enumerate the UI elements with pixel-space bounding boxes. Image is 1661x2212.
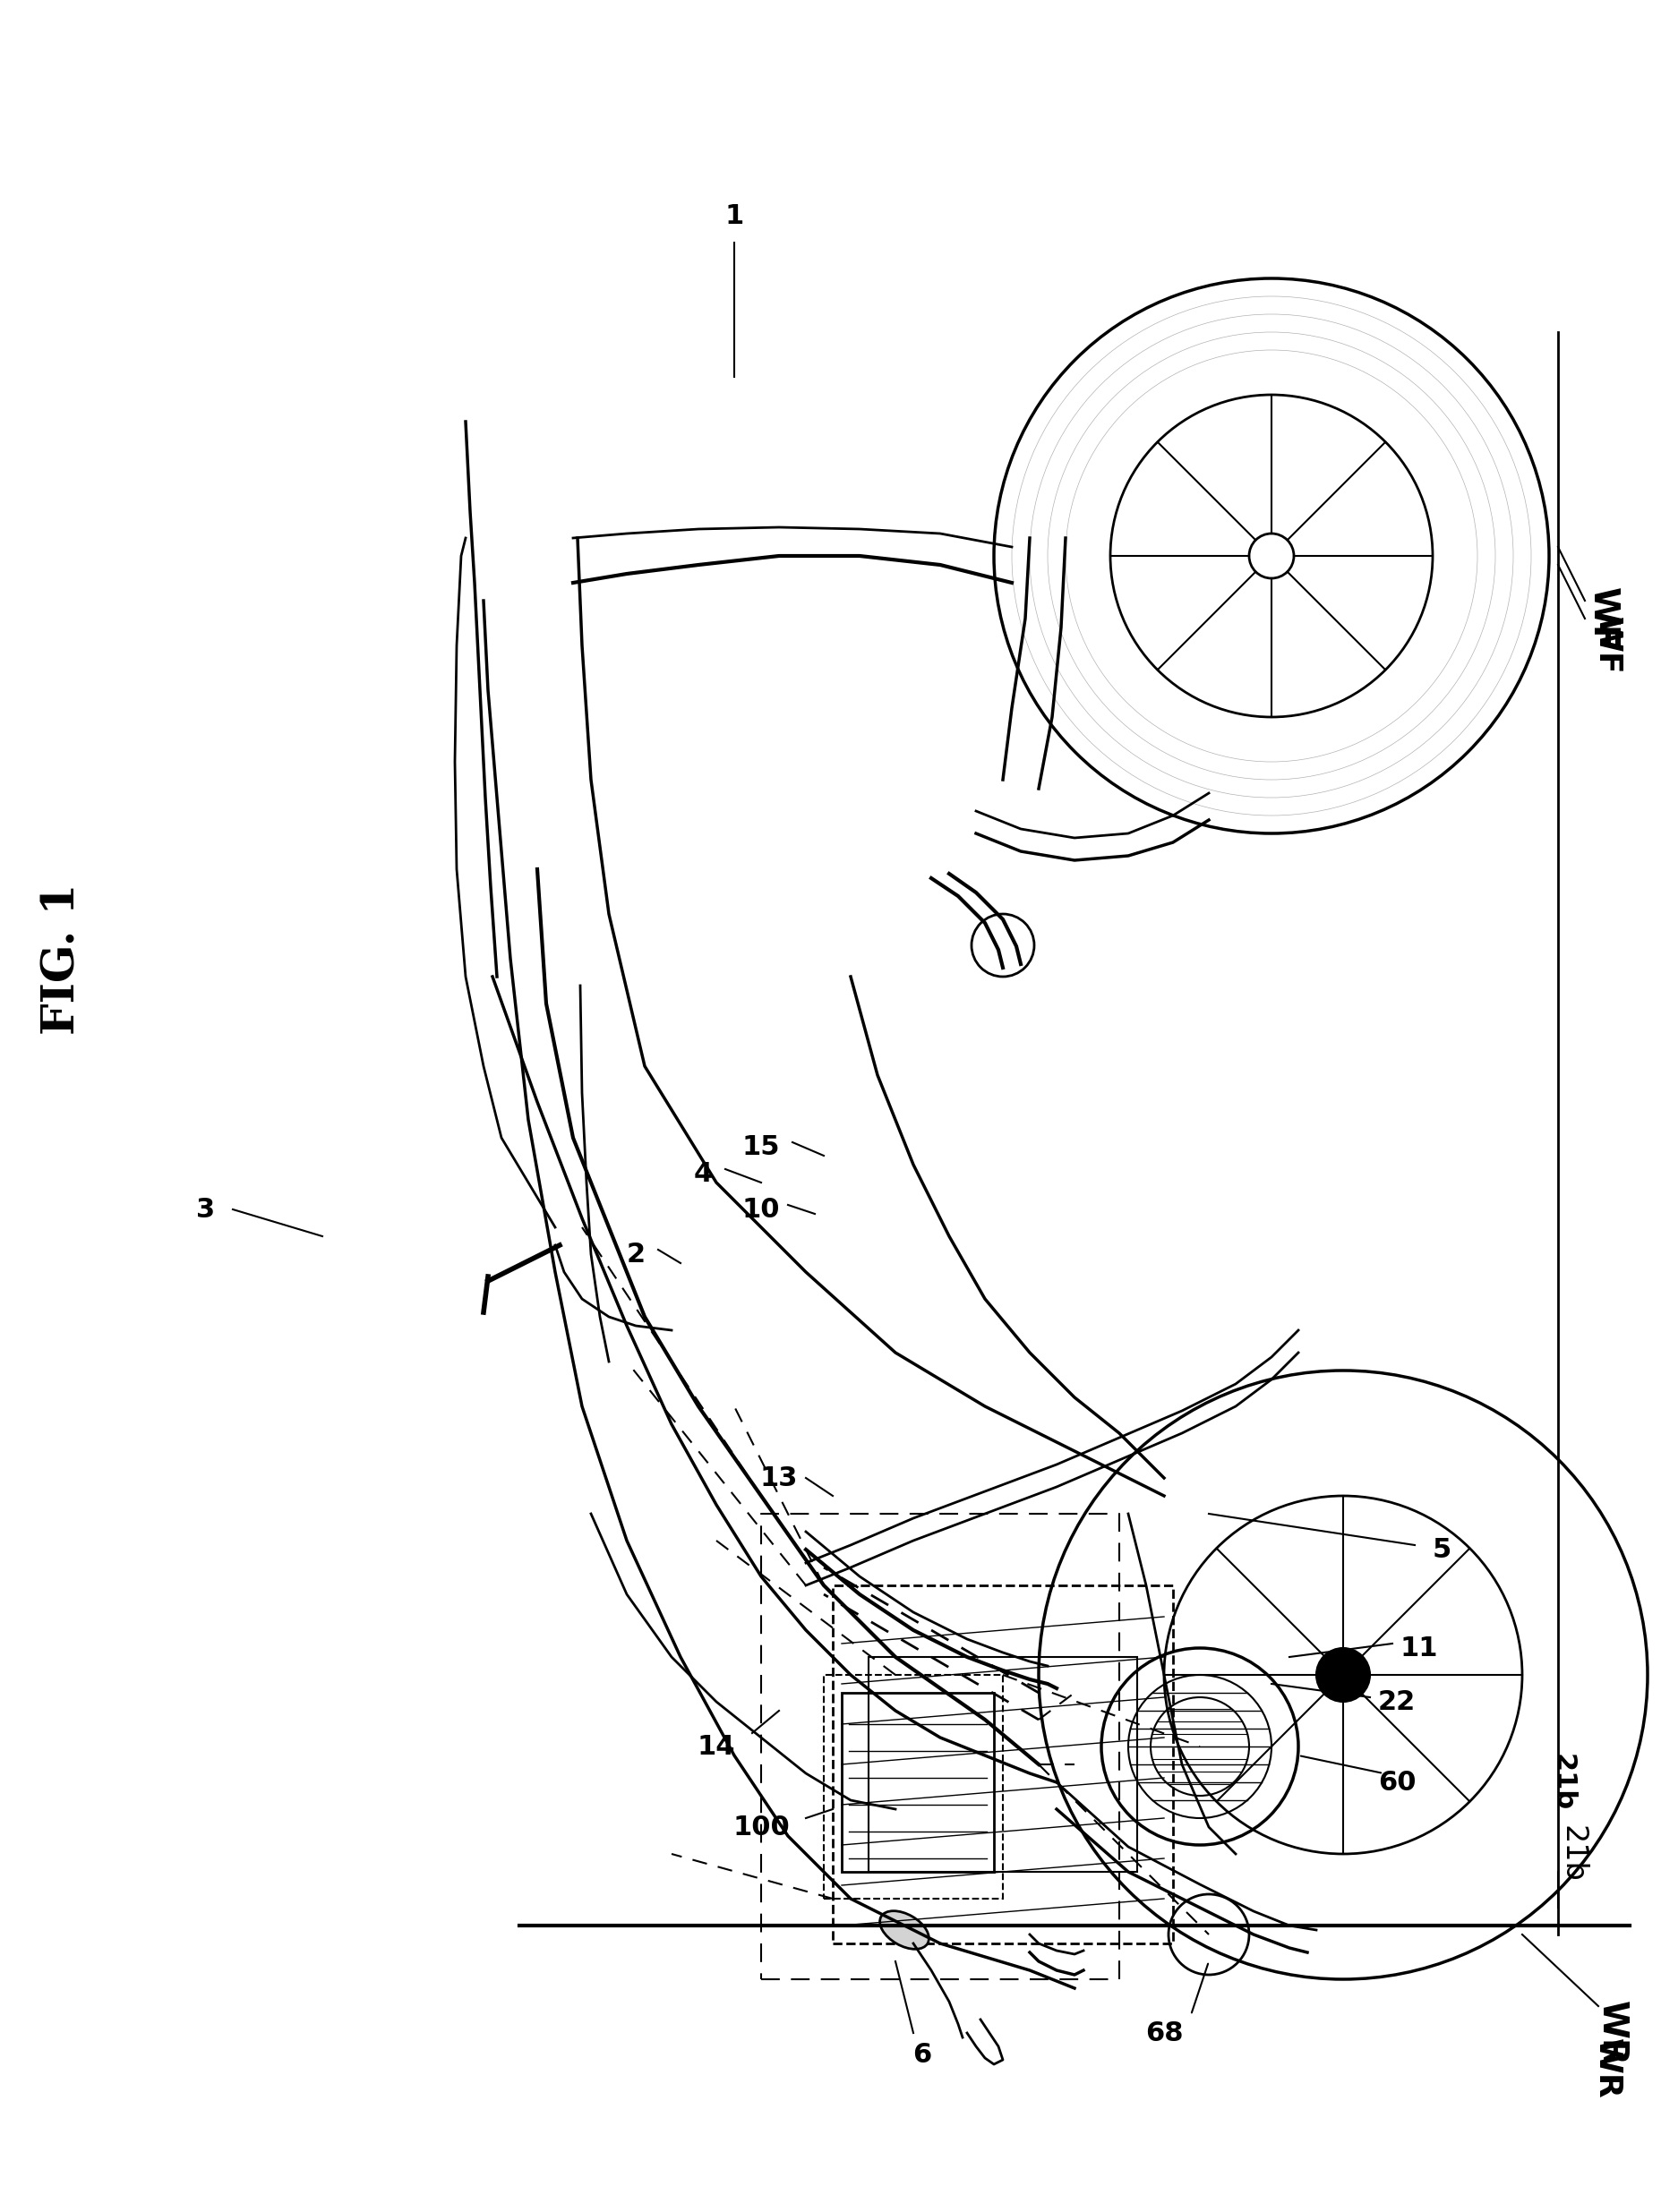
Text: WF: WF: [1591, 617, 1621, 675]
Text: 21b: 21b: [1558, 1825, 1586, 1882]
Text: 68: 68: [1144, 2020, 1183, 2046]
Text: 21b: 21b: [1548, 1754, 1575, 1812]
Text: 100: 100: [733, 1814, 789, 1840]
Text: 10: 10: [742, 1197, 779, 1223]
Circle shape: [1249, 533, 1294, 577]
Text: 22: 22: [1377, 1688, 1415, 1714]
Text: 2: 2: [626, 1241, 644, 1267]
Circle shape: [1316, 1648, 1369, 1701]
Text: FIG. 1: FIG. 1: [42, 883, 85, 1035]
Text: WR: WR: [1595, 2000, 1628, 2066]
Ellipse shape: [879, 1911, 928, 1949]
Text: 1: 1: [724, 204, 744, 228]
Text: 4: 4: [693, 1161, 713, 1186]
Text: 14: 14: [698, 1734, 734, 1759]
Text: 13: 13: [759, 1464, 797, 1491]
Text: 5: 5: [1432, 1537, 1450, 1562]
Text: 15: 15: [742, 1135, 779, 1159]
Text: WR: WR: [1591, 2039, 1621, 2099]
Text: 60: 60: [1377, 1770, 1415, 1796]
Text: WF: WF: [1585, 588, 1619, 650]
Text: 11: 11: [1400, 1635, 1437, 1661]
Text: 3: 3: [196, 1197, 216, 1223]
Text: 6: 6: [912, 2042, 932, 2068]
